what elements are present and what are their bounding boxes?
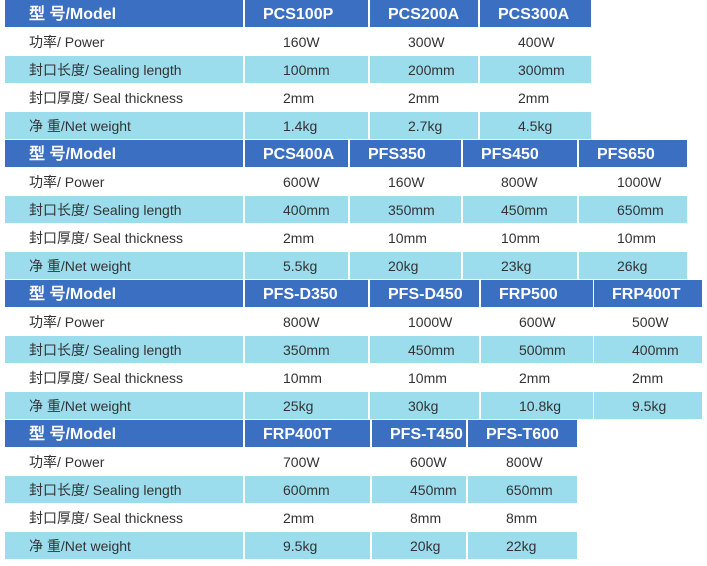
spec-value: 350mm xyxy=(245,336,368,363)
spec-value: 10mm xyxy=(408,370,447,386)
spec-value: 2mm xyxy=(283,90,315,106)
spec-value: 4.5kg xyxy=(480,112,591,139)
spec-value: 9.5kg xyxy=(245,532,370,559)
row-label: 封口厚度/ Seal thickness xyxy=(29,370,184,386)
spec-value: 450mm xyxy=(463,196,577,223)
spec-value: 300mm xyxy=(480,56,591,83)
spec-value: 23kg xyxy=(463,252,577,279)
row-label: 功率/ Power xyxy=(29,314,105,330)
spec-value: 600W xyxy=(410,454,447,470)
spec-value: 2mm xyxy=(283,230,315,246)
spec-value: 10.8kg xyxy=(481,392,593,419)
spec-value: 8mm xyxy=(410,510,442,526)
row-label: 型 号/Model xyxy=(5,420,243,447)
model-name: FRP500 xyxy=(481,280,593,307)
spec-value: 650mm xyxy=(579,196,687,223)
model-name: PFS-D350 xyxy=(245,280,368,307)
spec-value: 25kg xyxy=(245,392,368,419)
row-label: 净 重/Net weight xyxy=(5,532,243,559)
spec-value: 160W xyxy=(388,174,425,190)
row-label: 封口长度/ Sealing length xyxy=(5,336,243,363)
model-name: PFS450 xyxy=(463,140,577,167)
row-label: 封口厚度/ Seal thickness xyxy=(29,90,184,106)
row-label: 封口长度/ Sealing length xyxy=(5,56,243,83)
spec-value: 1.4kg xyxy=(245,112,368,139)
spec-value: 400mm xyxy=(594,336,702,363)
spec-value: 1000W xyxy=(408,314,453,330)
spec-value: 500W xyxy=(632,314,669,330)
spec-value: 10mm xyxy=(283,370,322,386)
model-name: PFS650 xyxy=(579,140,687,167)
row-label: 封口长度/ Sealing length xyxy=(5,476,243,503)
row-label: 功率/ Power xyxy=(29,174,105,190)
model-name: PCS400A xyxy=(245,140,348,167)
model-name: FRP400T xyxy=(245,420,370,447)
spec-value: 450mm xyxy=(370,336,479,363)
model-name: PFS-T450 xyxy=(372,420,466,447)
spec-value: 2mm xyxy=(283,510,315,526)
spec-value: 2mm xyxy=(408,90,440,106)
spec-value: 100mm xyxy=(245,56,368,83)
row-label: 型 号/Model xyxy=(5,140,243,167)
row-label: 封口厚度/ Seal thickness xyxy=(29,230,184,246)
spec-value: 450mm xyxy=(372,476,466,503)
model-name: PFS-T600 xyxy=(468,420,577,447)
spec-value: 10mm xyxy=(501,230,540,246)
spec-value: 200mm xyxy=(370,56,478,83)
spec-value: 2.7kg xyxy=(370,112,478,139)
model-name: PFS-D450 xyxy=(370,280,479,307)
spec-value: 2mm xyxy=(519,370,551,386)
row-label: 净 重/Net weight xyxy=(5,392,243,419)
spec-value: 650mm xyxy=(468,476,577,503)
spec-value: 800W xyxy=(506,454,543,470)
row-label: 净 重/Net weight xyxy=(5,112,243,139)
spec-value: 20kg xyxy=(372,532,466,559)
spec-value: 2mm xyxy=(518,90,550,106)
row-label: 封口长度/ Sealing length xyxy=(5,196,243,223)
spec-value: 26kg xyxy=(579,252,687,279)
spec-value: 160W xyxy=(283,34,320,50)
spec-value: 400mm xyxy=(245,196,348,223)
spec-value: 8mm xyxy=(506,510,538,526)
spec-value: 2mm xyxy=(632,370,664,386)
spec-value: 600mm xyxy=(245,476,370,503)
model-name: FRP400T xyxy=(594,280,702,307)
row-label: 功率/ Power xyxy=(29,34,105,50)
model-name: PFS350 xyxy=(350,140,461,167)
spec-value: 10mm xyxy=(617,230,656,246)
spec-value: 500mm xyxy=(481,336,593,363)
row-label: 型 号/Model xyxy=(5,280,243,307)
spec-value: 800W xyxy=(283,314,320,330)
spec-value: 800W xyxy=(501,174,538,190)
spec-value: 600W xyxy=(283,174,320,190)
row-label: 净 重/Net weight xyxy=(5,252,243,279)
row-label: 功率/ Power xyxy=(29,454,105,470)
spec-value: 30kg xyxy=(370,392,479,419)
model-name: PCS200A xyxy=(370,0,478,27)
spec-value: 22kg xyxy=(468,532,577,559)
spec-value: 700W xyxy=(283,454,320,470)
spec-value: 600W xyxy=(519,314,556,330)
spec-value: 300W xyxy=(408,34,445,50)
spec-value: 1000W xyxy=(617,174,662,190)
row-label: 封口厚度/ Seal thickness xyxy=(29,510,184,526)
model-name: PCS300A xyxy=(480,0,591,27)
spec-value: 10mm xyxy=(388,230,427,246)
spec-value: 20kg xyxy=(350,252,461,279)
spec-value: 9.5kg xyxy=(594,392,702,419)
model-name: PCS100P xyxy=(245,0,368,27)
spec-value: 400W xyxy=(518,34,555,50)
spec-value: 5.5kg xyxy=(245,252,348,279)
row-label: 型 号/Model xyxy=(5,0,243,27)
spec-value: 350mm xyxy=(350,196,461,223)
